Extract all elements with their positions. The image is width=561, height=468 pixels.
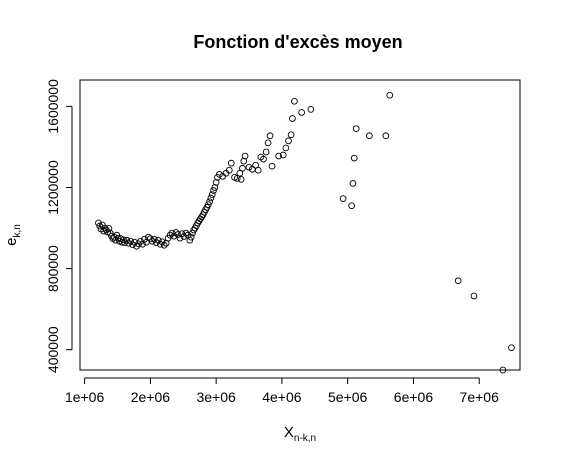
data-point — [366, 132, 373, 140]
data-point — [225, 166, 233, 174]
data-point — [470, 292, 478, 300]
y-tick-label: 1200000 — [45, 160, 61, 215]
data-point — [154, 236, 162, 244]
data-point — [508, 344, 515, 352]
data-point — [216, 170, 223, 178]
data-point — [210, 187, 217, 194]
data-point — [170, 232, 178, 240]
y-tick-label: 800000 — [45, 245, 61, 292]
y-tick-label: 1600000 — [45, 79, 61, 134]
data-point — [236, 169, 244, 177]
data-point — [237, 176, 245, 183]
y-tick-label: 400000 — [45, 326, 61, 373]
data-point — [182, 229, 190, 237]
data-point — [348, 202, 355, 210]
data-point — [227, 159, 235, 167]
data-point — [127, 237, 134, 245]
data-point — [289, 115, 296, 122]
x-tick-label: 6e+06 — [394, 389, 434, 405]
data-point — [95, 219, 102, 227]
data-point — [382, 132, 390, 140]
data-point — [212, 179, 220, 186]
data-point — [287, 131, 295, 139]
data-point — [454, 277, 462, 285]
data-point — [189, 229, 196, 237]
data-point — [245, 163, 253, 171]
data-point — [166, 231, 174, 239]
data-point — [499, 366, 507, 374]
y-axis: 400000 800000 1200000 1600000 — [45, 79, 73, 373]
data-point — [282, 144, 290, 152]
data-point — [339, 195, 347, 202]
data-points — [95, 91, 515, 374]
data-point — [254, 166, 262, 174]
data-point — [291, 97, 298, 105]
x-axis: 1e+06 2e+06 3e+06 4e+06 5e+06 6e+06 7e+06 — [65, 377, 500, 405]
data-point — [150, 235, 158, 243]
data-point — [260, 155, 267, 163]
data-point — [266, 132, 274, 140]
y-axis-label: ek,n — [3, 224, 23, 246]
data-point — [307, 106, 315, 113]
data-point — [186, 236, 194, 244]
plot-frame — [79, 79, 521, 371]
data-point — [279, 151, 287, 159]
data-point — [207, 194, 215, 202]
data-point — [174, 231, 182, 238]
data-point — [105, 225, 113, 232]
data-point — [145, 233, 152, 241]
data-point — [264, 139, 272, 147]
x-tick-label: 2e+06 — [131, 389, 171, 405]
data-point — [180, 233, 188, 240]
data-point — [211, 184, 219, 191]
data-point — [239, 164, 246, 172]
x-tick-label: 4e+06 — [262, 389, 302, 405]
y-axis-label-sub: k,n — [12, 224, 23, 237]
data-point — [349, 180, 357, 187]
x-tick-label: 3e+06 — [196, 389, 236, 405]
data-point — [204, 201, 212, 209]
data-point — [350, 154, 358, 162]
x-tick-label: 5e+06 — [328, 389, 368, 405]
data-point — [176, 234, 184, 242]
data-point — [298, 109, 305, 116]
data-point — [233, 175, 241, 182]
data-point — [262, 148, 270, 156]
data-point — [352, 125, 360, 133]
data-point — [208, 191, 216, 198]
data-point — [240, 157, 248, 165]
data-point — [106, 229, 114, 237]
x-axis-label-main: X — [284, 424, 294, 441]
data-point — [187, 233, 195, 241]
data-point — [160, 241, 168, 249]
data-point — [206, 198, 213, 206]
data-point — [268, 162, 276, 170]
data-point — [158, 238, 166, 246]
data-point — [252, 161, 259, 169]
y-axis-label-main: e — [3, 238, 20, 246]
data-point — [113, 231, 121, 239]
data-point — [285, 137, 292, 145]
x-tick-label: 1e+06 — [65, 389, 105, 405]
data-point — [386, 91, 394, 99]
data-point — [241, 152, 249, 160]
data-point — [275, 152, 282, 160]
x-tick-label: 7e+06 — [460, 389, 500, 405]
x-axis-label-sub: n-k,n — [294, 433, 316, 444]
chart-title: Fonction d'excès moyen — [193, 32, 402, 52]
x-axis-label: Xn-k,n — [284, 424, 316, 444]
